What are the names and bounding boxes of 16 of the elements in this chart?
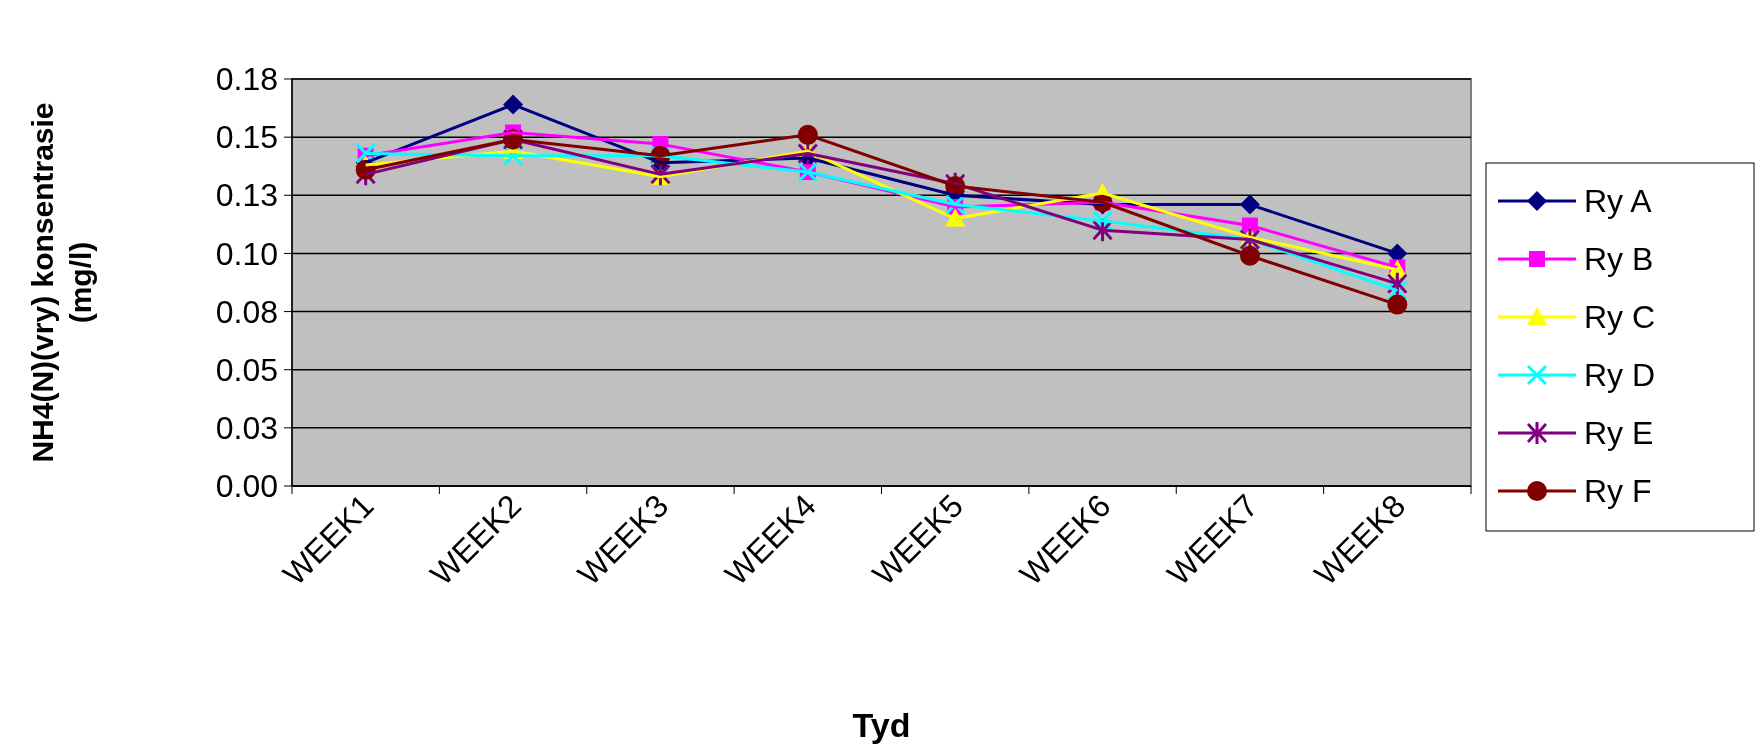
legend-label: Ry B xyxy=(1584,241,1654,278)
y-tick-label: 0.15 xyxy=(215,119,278,156)
x-axis-title: Tyd xyxy=(852,706,911,744)
legend-label: Ry C xyxy=(1584,299,1656,336)
y-tick-label: 0.05 xyxy=(215,351,278,388)
y-axis-title: NH4(N)(vry) konsentrasie (mg/l) xyxy=(26,102,97,463)
y-tick-label: 0.00 xyxy=(215,468,278,505)
y-tick-label: 0.08 xyxy=(215,293,278,330)
legend-label: Ry E xyxy=(1584,415,1654,452)
y-tick-label: 0.03 xyxy=(215,410,278,447)
y-tick-label: 0.13 xyxy=(215,177,278,214)
legend-label: Ry A xyxy=(1584,183,1653,220)
legend-label: Ry D xyxy=(1584,357,1656,394)
y-tick-label: 0.18 xyxy=(215,61,278,98)
legend-label: Ry F xyxy=(1584,473,1652,510)
y-tick-label: 0.10 xyxy=(215,235,278,272)
